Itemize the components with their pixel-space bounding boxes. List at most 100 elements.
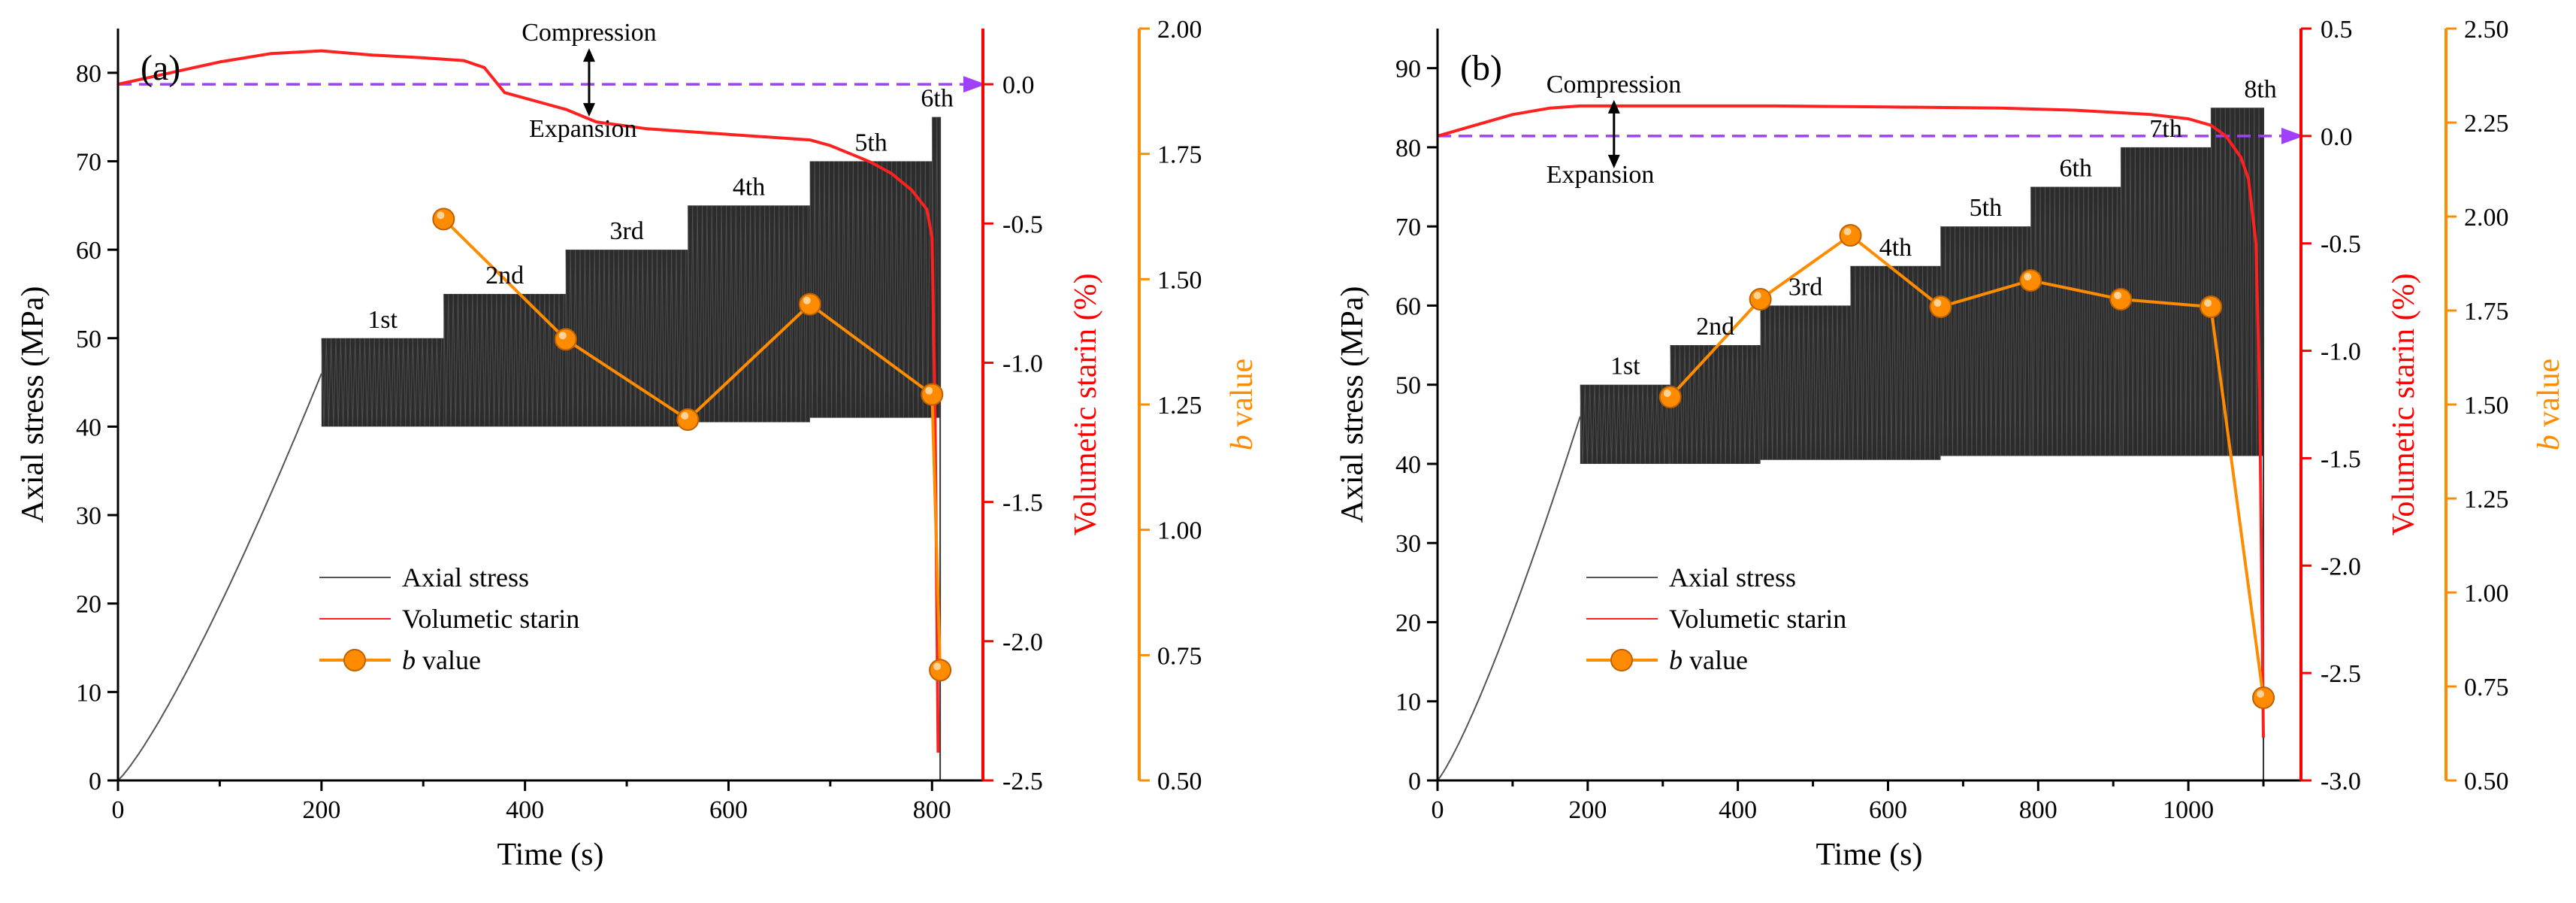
x-tick-label-1: 200 bbox=[1568, 796, 1607, 824]
expansion-arrowhead bbox=[1607, 154, 1620, 168]
cycle-label-6: 6th bbox=[921, 85, 953, 113]
y-b-tick-label-5: 1.75 bbox=[1157, 141, 1202, 169]
b-value-point-8 bbox=[2252, 686, 2275, 709]
x-axis-label: Time (s) bbox=[1816, 838, 1923, 872]
y-b-tick-label-3: 1.25 bbox=[1157, 392, 1202, 420]
b-value-point-highlight-3 bbox=[1843, 228, 1852, 235]
y-left-tick-label-4: 40 bbox=[76, 414, 101, 441]
b-value-point-6 bbox=[929, 659, 952, 682]
cycle-label-4: 4th bbox=[1879, 234, 1912, 262]
y-left-tick-label-5: 50 bbox=[76, 326, 101, 353]
stress-cycle-oscillation-4 bbox=[687, 205, 809, 423]
b-value-point-highlight-3 bbox=[681, 412, 689, 420]
stress-cycle-oscillation-5 bbox=[1940, 226, 2030, 456]
y-b-tick-label-2: 1.00 bbox=[1157, 517, 1202, 545]
y-strain-tick-label-1: -2.5 bbox=[2321, 660, 2361, 688]
y-strain-tick-label-3: -1.5 bbox=[2321, 445, 2361, 473]
y-left-tick-label-1: 10 bbox=[1395, 689, 1421, 717]
x-tick-label-2: 400 bbox=[1719, 796, 1757, 824]
legend-b-value-rest: value bbox=[1683, 645, 1748, 675]
legend-b-value-label: b value bbox=[402, 645, 481, 675]
b-value-point-highlight-6 bbox=[2114, 292, 2122, 299]
y-b-tick-label-3: 1.25 bbox=[2464, 486, 2509, 514]
compression-label: Compression bbox=[1547, 71, 1681, 98]
expansion-label: Expansion bbox=[1547, 161, 1655, 189]
cycle-label-7: 7th bbox=[2149, 115, 2181, 143]
y-strain-tick-label-2: -1.5 bbox=[1002, 489, 1043, 517]
y-b-axis-label: b value bbox=[1225, 359, 1259, 450]
y-b-tick-label-8: 2.50 bbox=[2464, 16, 2509, 44]
y-left-tick-label-4: 40 bbox=[1395, 451, 1421, 479]
y-left-tick-label-7: 70 bbox=[76, 148, 101, 176]
b-value-point-4 bbox=[798, 292, 821, 316]
b-value-point-highlight-5 bbox=[925, 386, 933, 395]
y-left-axis-label: Axial stress (MPa) bbox=[16, 286, 50, 523]
y-b-axis-label: b value bbox=[2532, 359, 2566, 450]
b-value-point-2 bbox=[1749, 288, 1772, 311]
cycle-label-5: 5th bbox=[1970, 194, 2002, 222]
y-strain-tick-label-4: -0.5 bbox=[1002, 211, 1043, 238]
stress-cycle-oscillation-1 bbox=[321, 338, 443, 427]
stress-cycle-oscillation-2 bbox=[1670, 345, 1760, 464]
y-b-tick-label-2: 1.00 bbox=[2464, 580, 2509, 608]
panel-label: (b) bbox=[1460, 48, 1502, 88]
legend-volumetric-label: Volumetic starin bbox=[1669, 604, 1846, 634]
y-left-tick-label-3: 30 bbox=[76, 502, 101, 530]
y-b-tick-label-7: 2.25 bbox=[2464, 110, 2509, 138]
b-value-point-highlight-6 bbox=[933, 662, 942, 671]
b-value-point-1 bbox=[1658, 386, 1682, 408]
y-b-tick-label-1: 0.75 bbox=[2464, 674, 2509, 701]
b-value-point-5 bbox=[2019, 269, 2042, 292]
x-tick-label-1: 200 bbox=[302, 796, 340, 824]
y-strain-tick-label-0: -3.0 bbox=[2321, 768, 2361, 795]
zero-strain-arrowhead bbox=[2281, 127, 2304, 144]
b-value-point-highlight-1 bbox=[1663, 389, 1671, 397]
stress-cycle-oscillation-4 bbox=[1850, 265, 1940, 460]
y-strain-tick-label-2: -2.0 bbox=[2321, 553, 2361, 580]
panel-label: (a) bbox=[141, 48, 180, 88]
chart-panel-a: 1st 2nd 3rd 4th 5th 6th 0 200 400 600 800 0 10 20 30 40… bbox=[16, 16, 1259, 872]
legend: Axial stress Volumetic starin b value bbox=[1586, 562, 1846, 675]
b-value-point-highlight-2 bbox=[1753, 292, 1761, 299]
y-left-tick-label-6: 60 bbox=[1395, 292, 1421, 320]
b-value-point-3 bbox=[1839, 224, 1862, 247]
b-value-point-highlight-2 bbox=[558, 332, 567, 340]
legend: Axial stress Volumetic starin b value bbox=[319, 562, 579, 675]
compression-label: Compression bbox=[522, 19, 656, 47]
y-strain-axis-label: Volumetic starin (%) bbox=[2387, 273, 2421, 535]
y-left-tick-label-9: 90 bbox=[1395, 56, 1421, 83]
stress-cycle-oscillation-6 bbox=[2030, 186, 2121, 456]
x-tick-label-4: 800 bbox=[913, 796, 951, 824]
b-value-point-6 bbox=[2109, 288, 2133, 311]
stress-cycle-oscillation-5 bbox=[809, 161, 931, 418]
y-left-tick-label-8: 80 bbox=[1395, 135, 1421, 162]
b-value-point-highlight-1 bbox=[437, 211, 445, 220]
compression-arrowhead bbox=[582, 48, 595, 62]
cycle-label-5: 5th bbox=[854, 129, 887, 156]
x-tick-label-3: 600 bbox=[709, 796, 748, 824]
y-b-tick-label-6: 2.00 bbox=[1157, 16, 1202, 44]
b-value-point-2 bbox=[554, 328, 577, 351]
cycle-label-8: 8th bbox=[2244, 75, 2276, 103]
compression-arrowhead bbox=[1607, 99, 1620, 114]
y-b-axis-label-rest: value bbox=[2532, 359, 2566, 435]
legend-volumetric-label: Volumetic starin bbox=[402, 604, 579, 634]
stress-preload-curve bbox=[117, 373, 322, 781]
y-left-tick-label-7: 70 bbox=[1395, 214, 1421, 241]
y-b-tick-label-1: 0.75 bbox=[1157, 642, 1202, 670]
b-value-line bbox=[442, 217, 942, 671]
b-value-point-highlight-5 bbox=[2024, 273, 2032, 280]
b-value-point-highlight-8 bbox=[2257, 690, 2265, 698]
y-b-tick-label-5: 1.75 bbox=[2464, 298, 2509, 326]
legend-b-value-italic: b bbox=[402, 645, 416, 675]
x-axis-label: Time (s) bbox=[497, 838, 604, 872]
y-left-tick-label-0: 0 bbox=[89, 768, 101, 795]
x-tick-label-2: 400 bbox=[506, 796, 544, 824]
y-left-tick-label-2: 20 bbox=[1395, 609, 1421, 637]
y-b-tick-label-6: 2.00 bbox=[2464, 204, 2509, 232]
stress-preload-curve bbox=[1437, 416, 1581, 781]
y-b-tick-label-0: 0.50 bbox=[2464, 768, 2509, 795]
b-value-point-4 bbox=[1929, 295, 1952, 318]
